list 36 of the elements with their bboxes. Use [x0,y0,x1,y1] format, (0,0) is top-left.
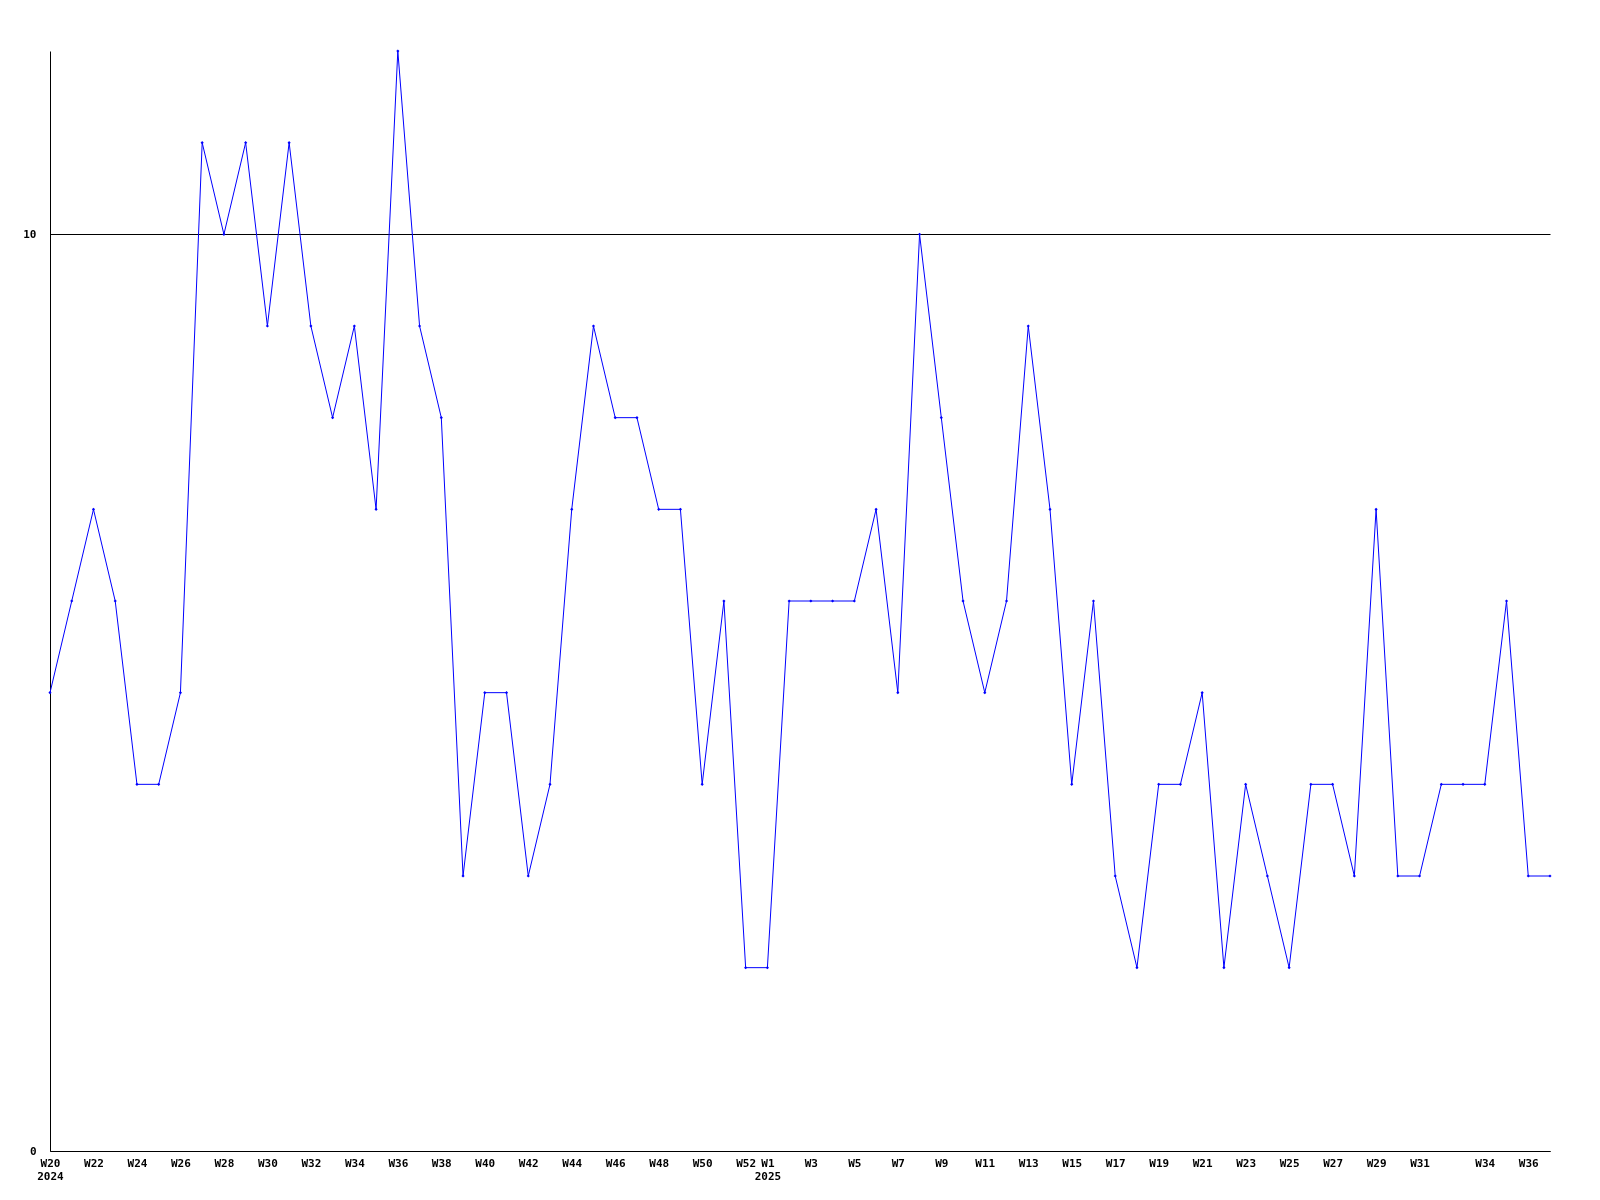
x-tick-label: W27 [1323,1156,1344,1170]
x-tick-label: W38 [431,1156,452,1170]
x-tick-label: W44 [562,1156,583,1170]
x-tick-label: W3 [804,1156,818,1170]
x-tick-label: W31 [1410,1156,1431,1170]
x-tick-label: W13 [1018,1156,1039,1170]
x-tick-label: W20 2024 [37,1156,65,1183]
x-tick-label: W25 [1279,1156,1300,1170]
x-tick-label: W19 [1149,1156,1170,1170]
x-tick-label: W40 [475,1156,496,1170]
x-tick-label: W30 [257,1156,278,1170]
x-tick-label: W34 [1475,1156,1496,1170]
x-tick-label: W22 [84,1156,104,1170]
x-tick-label: W36 [1518,1156,1540,1170]
x-tick-label: W26 [171,1156,192,1170]
x-tick-label: W36 [388,1156,409,1170]
x-tick-label: W15 [1062,1156,1083,1170]
x-tick-label: W50 [692,1156,713,1170]
x-tick-label: W17 [1105,1156,1126,1170]
x-tick-label: W23 [1236,1156,1257,1170]
x-tick-label: W7 [891,1156,905,1170]
x-tick-label: W11 [975,1156,996,1170]
x-tick-label: W46 [605,1156,627,1170]
x-tick-label: W29 [1366,1156,1387,1170]
x-tick-label: W28 [214,1156,235,1170]
y-tick-label: 0 [29,1144,37,1158]
x-tick-label: W34 [344,1156,366,1170]
y-tick-label: 10 [23,227,37,241]
x-tick-label: W42 [518,1156,539,1170]
x-tick-label: W21 [1192,1156,1213,1170]
x-tick-label: W48 [649,1156,670,1170]
x-tick-label: W9 [935,1156,949,1170]
x-tick-label: W5 [848,1156,862,1170]
x-tick-label: W24 [127,1156,148,1170]
x-tick-label: W32 [301,1156,322,1170]
x-tick-label: W52 [736,1156,757,1170]
